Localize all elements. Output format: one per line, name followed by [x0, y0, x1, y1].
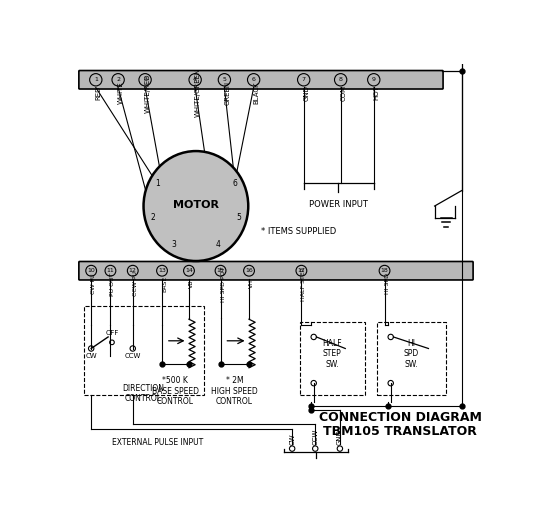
Text: HI SPD POT: HI SPD POT	[220, 266, 226, 302]
Text: 15: 15	[217, 268, 225, 273]
Text: EXTERNAL PULSE INPUT: EXTERNAL PULSE INPUT	[112, 438, 203, 447]
Text: 1: 1	[155, 179, 160, 188]
Text: WHITE/GREEN: WHITE/GREEN	[195, 68, 201, 118]
Text: 12: 12	[129, 268, 137, 273]
Text: 1: 1	[94, 77, 98, 82]
Text: * ITEMS SUPPLIED: * ITEMS SUPPLIED	[261, 227, 336, 236]
Text: 2: 2	[116, 77, 120, 82]
Text: 4: 4	[215, 240, 221, 249]
Text: COM: COM	[341, 85, 347, 101]
Ellipse shape	[144, 151, 248, 261]
Text: HALF
STEP
SW.: HALF STEP SW.	[322, 339, 342, 369]
Text: POWER INPUT: POWER INPUT	[309, 200, 368, 209]
Text: CCW: CCW	[312, 428, 318, 445]
Text: VB: VB	[189, 279, 194, 288]
Text: OFF: OFF	[105, 330, 119, 336]
Text: CCW PU: CCW PU	[133, 271, 138, 296]
Text: WHITE: WHITE	[118, 82, 124, 104]
Text: 7: 7	[302, 77, 306, 82]
Text: 6: 6	[252, 77, 255, 82]
FancyBboxPatch shape	[79, 261, 473, 280]
Text: CW: CW	[85, 353, 97, 359]
Text: MOTOR: MOTOR	[173, 199, 219, 209]
Text: CCW: CCW	[125, 353, 141, 359]
Text: 11: 11	[106, 268, 114, 273]
Text: GREEN: GREEN	[225, 81, 231, 105]
Text: 13: 13	[158, 268, 166, 273]
Text: DIRECTION
CONTROL: DIRECTION CONTROL	[123, 384, 165, 403]
Text: *500 K
BASE SPEED
CONTROL: *500 K BASE SPEED CONTROL	[152, 376, 199, 406]
Text: CW: CW	[289, 433, 295, 445]
Text: 5: 5	[222, 77, 226, 82]
Text: 8: 8	[339, 77, 342, 82]
Text: VH: VH	[249, 279, 254, 288]
Text: 3: 3	[171, 240, 176, 249]
Text: 14: 14	[185, 268, 193, 273]
Text: 10: 10	[87, 268, 95, 273]
Text: GND: GND	[303, 85, 310, 101]
Text: 2: 2	[151, 213, 156, 222]
Text: 3: 3	[143, 77, 147, 82]
Text: 6: 6	[232, 179, 237, 188]
Text: 16: 16	[245, 268, 253, 273]
Text: HOT: HOT	[374, 85, 380, 100]
Text: HALF STEP: HALF STEP	[301, 267, 306, 301]
Text: TBM105 TRANSLATOR: TBM105 TRANSLATOR	[323, 425, 477, 438]
Text: HI
SPD
SW.: HI SPD SW.	[404, 339, 419, 369]
Text: GND: GND	[337, 429, 343, 445]
FancyBboxPatch shape	[79, 70, 443, 89]
Text: HI SPD: HI SPD	[384, 273, 389, 294]
Text: CW PU: CW PU	[91, 273, 96, 294]
Text: BASE: BASE	[162, 276, 167, 292]
Text: PU OUT: PU OUT	[110, 272, 116, 296]
Text: * 2M
HIGH SPEED
CONTROL: * 2M HIGH SPEED CONTROL	[211, 376, 258, 406]
Text: 4: 4	[193, 77, 197, 82]
Text: WHITE/RED: WHITE/RED	[145, 73, 151, 112]
Text: 9: 9	[372, 77, 376, 82]
Text: RED: RED	[96, 86, 102, 100]
Text: 5: 5	[237, 213, 241, 222]
Text: 17: 17	[298, 268, 305, 273]
Text: BLACK: BLACK	[254, 82, 260, 104]
Text: CONNECTION DIAGRAM: CONNECTION DIAGRAM	[319, 411, 481, 425]
Text: 18: 18	[381, 268, 388, 273]
